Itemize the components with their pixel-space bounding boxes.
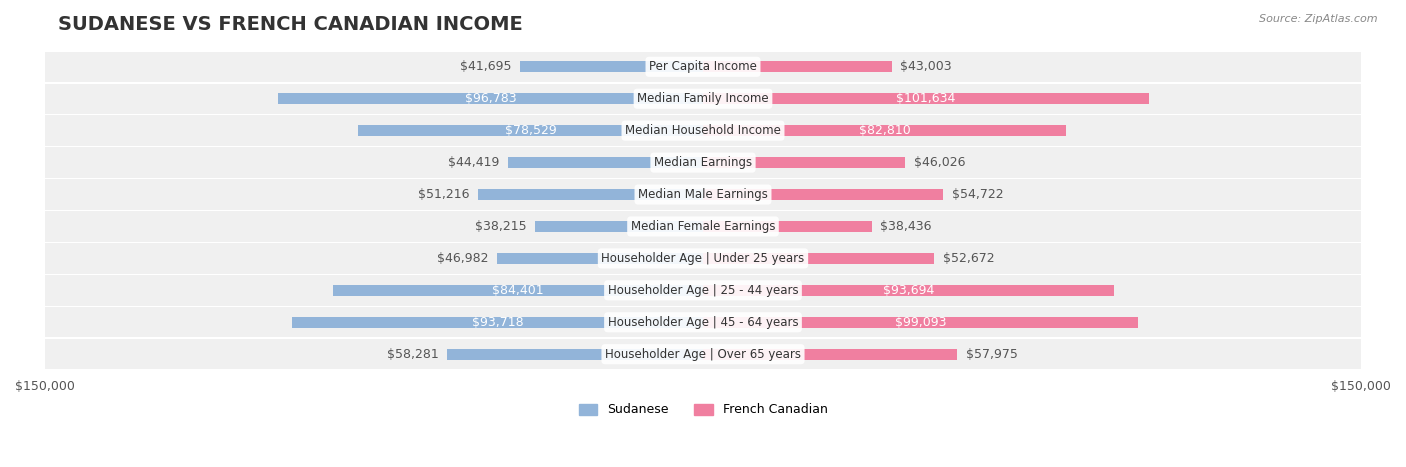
Text: $41,695: $41,695: [460, 60, 512, 73]
Text: $51,216: $51,216: [418, 188, 470, 201]
Text: $78,529: $78,529: [505, 124, 557, 137]
Bar: [703, 125, 1066, 136]
Text: Householder Age | 45 - 64 years: Householder Age | 45 - 64 years: [607, 316, 799, 329]
Bar: [359, 125, 703, 136]
Bar: [508, 157, 703, 168]
Text: Median Male Earnings: Median Male Earnings: [638, 188, 768, 201]
Bar: [496, 253, 703, 264]
Bar: [478, 189, 703, 200]
Bar: [45, 84, 1361, 114]
Bar: [45, 179, 1361, 210]
Bar: [536, 221, 703, 232]
Text: $46,982: $46,982: [437, 252, 488, 265]
Text: $96,783: $96,783: [465, 92, 516, 105]
Bar: [703, 221, 872, 232]
Text: SUDANESE VS FRENCH CANADIAN INCOME: SUDANESE VS FRENCH CANADIAN INCOME: [58, 15, 523, 34]
Text: $58,281: $58,281: [387, 348, 439, 361]
Text: $44,419: $44,419: [449, 156, 499, 169]
Text: $43,003: $43,003: [900, 60, 952, 73]
Bar: [703, 285, 1114, 296]
Bar: [447, 349, 703, 360]
Legend: Sudanese, French Canadian: Sudanese, French Canadian: [574, 398, 832, 421]
Text: $84,401: $84,401: [492, 284, 544, 297]
Text: Median Family Income: Median Family Income: [637, 92, 769, 105]
Bar: [45, 307, 1361, 338]
Bar: [45, 243, 1361, 274]
Bar: [45, 52, 1361, 82]
Text: $46,026: $46,026: [914, 156, 965, 169]
Bar: [45, 275, 1361, 305]
Text: $54,722: $54,722: [952, 188, 1004, 201]
Text: $82,810: $82,810: [859, 124, 911, 137]
Text: Householder Age | Under 25 years: Householder Age | Under 25 years: [602, 252, 804, 265]
Bar: [703, 93, 1149, 104]
Bar: [45, 339, 1361, 369]
Text: Per Capita Income: Per Capita Income: [650, 60, 756, 73]
Bar: [703, 189, 943, 200]
Bar: [703, 317, 1137, 328]
Text: $93,718: $93,718: [471, 316, 523, 329]
Text: $38,215: $38,215: [475, 220, 527, 233]
Text: Householder Age | Over 65 years: Householder Age | Over 65 years: [605, 348, 801, 361]
Text: Source: ZipAtlas.com: Source: ZipAtlas.com: [1260, 14, 1378, 24]
Bar: [278, 93, 703, 104]
Text: $101,634: $101,634: [896, 92, 956, 105]
Bar: [333, 285, 703, 296]
Text: $57,975: $57,975: [966, 348, 1018, 361]
Text: Median Household Income: Median Household Income: [626, 124, 780, 137]
Text: $99,093: $99,093: [894, 316, 946, 329]
Bar: [703, 349, 957, 360]
Text: $52,672: $52,672: [943, 252, 994, 265]
Bar: [45, 148, 1361, 178]
Text: $38,436: $38,436: [880, 220, 932, 233]
Bar: [292, 317, 703, 328]
Text: Median Female Earnings: Median Female Earnings: [631, 220, 775, 233]
Text: Median Earnings: Median Earnings: [654, 156, 752, 169]
Bar: [520, 61, 703, 72]
Text: $93,694: $93,694: [883, 284, 934, 297]
Text: Householder Age | 25 - 44 years: Householder Age | 25 - 44 years: [607, 284, 799, 297]
Bar: [45, 115, 1361, 146]
Bar: [703, 157, 905, 168]
Bar: [703, 253, 934, 264]
Bar: [703, 61, 891, 72]
Bar: [45, 211, 1361, 241]
